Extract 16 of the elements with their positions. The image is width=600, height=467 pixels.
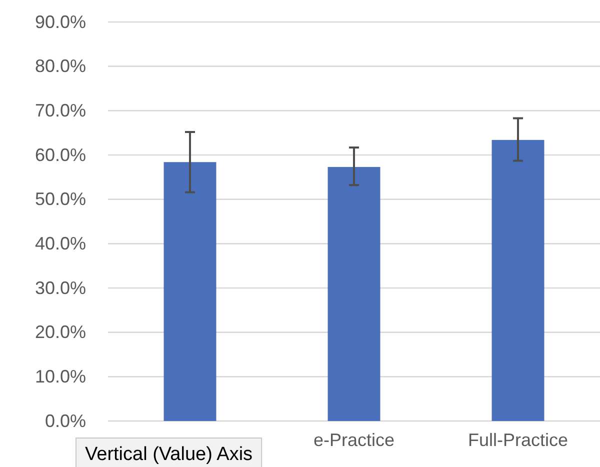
y-tick-label: 10.0% [34,366,86,386]
y-tick-label: 70.0% [34,100,86,120]
bar [492,140,544,421]
y-tick-label: 30.0% [34,278,86,298]
x-tick-label: e-Practice [313,430,395,450]
y-tick-label: 0.0% [44,410,86,431]
x-tick-label: Full-Practice [468,430,568,450]
bar [328,166,380,421]
y-tick-label: 60.0% [34,144,86,165]
y-tick-label: 40.0% [34,233,86,254]
text: Vertical (Value) Axis [85,444,253,465]
y-tick-label: 90.0% [34,12,86,32]
bar [164,162,216,421]
y-tick-label: 50.0% [34,189,86,210]
y-tick-label: 20.0% [34,322,86,342]
y-tick-label: 80.0% [34,56,86,76]
